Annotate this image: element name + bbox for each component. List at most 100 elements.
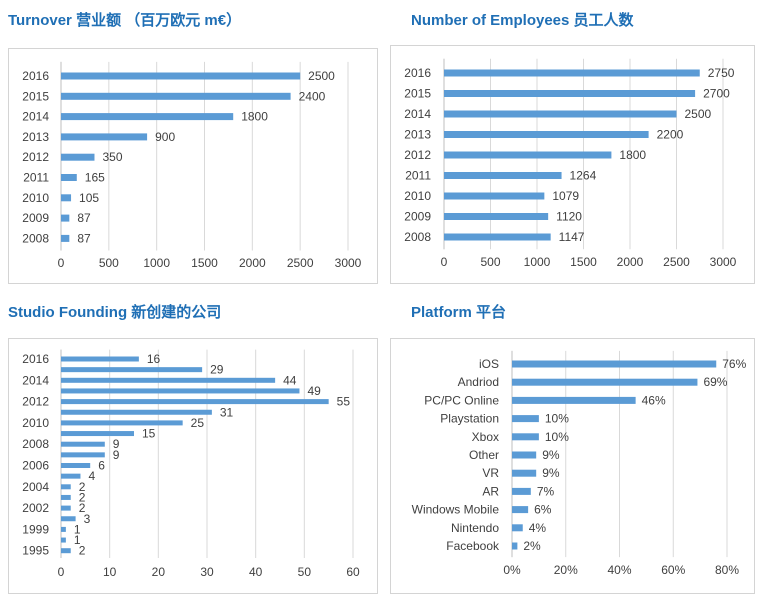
category-label: 2015 [22,89,49,103]
studio-title: Studio Founding 新创建的公司 [8,304,222,321]
x-tick-label: 80% [715,563,739,577]
x-tick-label: 2500 [287,256,314,270]
bar [444,233,551,241]
x-tick-label: 10 [103,565,117,579]
bar [61,367,203,373]
bar [61,234,70,242]
category-label: 2009 [22,211,49,225]
data-label: 76% [722,357,746,371]
category-label: 2012 [22,395,49,409]
category-label: 2012 [404,148,431,162]
bar [512,487,531,495]
bar [61,214,70,222]
data-label: 1147 [559,230,585,244]
data-label: 9 [113,448,120,462]
bar [512,469,537,477]
x-tick-label: 3000 [710,255,737,269]
data-label: 1079 [552,189,579,203]
bar [444,151,612,159]
category-label: 2016 [22,69,49,83]
category-label: Playstation [440,412,499,426]
x-tick-label: 3000 [335,256,362,270]
employees-chart: 0 500 1000 1500 2000 2500 3000 2016 2750 2015 2700… [390,45,755,284]
bar [512,524,523,532]
bar [61,194,72,202]
category-label: 2010 [22,416,49,430]
data-label: 2500 [308,69,335,83]
data-label: 350 [102,150,122,164]
bar [61,377,276,383]
bar [512,415,539,423]
data-label: 3 [84,512,91,526]
data-label: 900 [155,130,175,144]
turnover-chart: 0 500 1000 1500 2000 2500 3000 2016 2500 2015 2400… [8,48,378,284]
x-tick-label: 1000 [143,256,170,270]
data-label: 2 [79,544,86,558]
data-label: 31 [220,405,234,419]
data-label: 6 [98,459,105,473]
bar [61,431,134,437]
bar [61,452,105,458]
data-label: 49 [307,384,321,398]
bar [61,516,76,522]
x-tick-label: 2000 [239,256,266,270]
turnover-bar-chart: 0 500 1000 1500 2000 2500 3000 2016 2500 2015 2400… [22,61,362,270]
data-label: 2200 [657,128,684,142]
data-label: 4 [88,469,95,483]
category-label: 2004 [22,480,49,494]
data-label: 1 [74,533,81,547]
x-tick-label: 0 [58,256,65,270]
category-label: 1995 [22,544,49,558]
data-label: 46% [642,393,666,407]
data-label: 1120 [556,210,582,224]
data-label: 16 [147,352,161,366]
x-tick-label: 40 [249,565,263,579]
category-label: Windows Mobile [412,503,500,517]
data-label: 4% [529,521,547,535]
data-label: 9 [113,437,120,451]
platform-title: Platform 平台 [411,304,507,321]
category-label: 2011 [23,171,49,185]
data-label: 2 [79,480,86,494]
category-label: Facebook [446,539,500,553]
platform-chart: 0% 20% 40% 60% 80% iOS 76% Andriod 69% PC/PC Onli… [390,338,755,594]
bar [512,542,518,550]
data-label: 2400 [299,89,326,103]
data-label: 2500 [685,107,712,121]
data-label: 55 [337,395,351,409]
employees-title: Number of Employees 员工人数 [411,12,634,29]
platform-bar-chart: 0% 20% 40% 60% 80% iOS 76% Andriod 69% PC/PC Onli… [412,350,747,577]
category-label: 2016 [22,352,49,366]
category-label: 2010 [22,191,49,205]
category-label: 2012 [22,150,49,164]
data-label: 2750 [708,66,735,80]
data-label: 2 [79,490,86,504]
data-label: 29 [210,363,224,377]
x-tick-label: 1500 [570,255,597,269]
category-label: 2010 [404,189,431,203]
x-tick-label: 20% [554,563,578,577]
category-label: Xbox [472,430,499,444]
data-label: 69% [703,375,727,389]
studio-chart: 0 10 20 30 40 50 60 2016 16 29 2014 44 49 2012 55 31 201… [8,338,378,594]
data-label: 44 [283,373,297,387]
x-tick-label: 500 [99,256,119,270]
bar [444,131,649,138]
category-label: iOS [479,357,499,371]
bar [61,484,71,490]
x-tick-label: 50 [298,565,312,579]
category-label: 1999 [22,522,49,536]
x-tick-label: 2000 [617,255,644,269]
category-label: 2014 [22,110,49,124]
category-label: VR [482,466,499,480]
bar [512,360,717,368]
bar [61,153,95,161]
data-label: 165 [85,171,105,185]
bar [61,420,183,426]
category-label: 2011 [405,169,431,183]
bar [444,192,545,200]
bar [61,548,71,554]
bar [61,505,71,511]
bar [512,433,539,441]
